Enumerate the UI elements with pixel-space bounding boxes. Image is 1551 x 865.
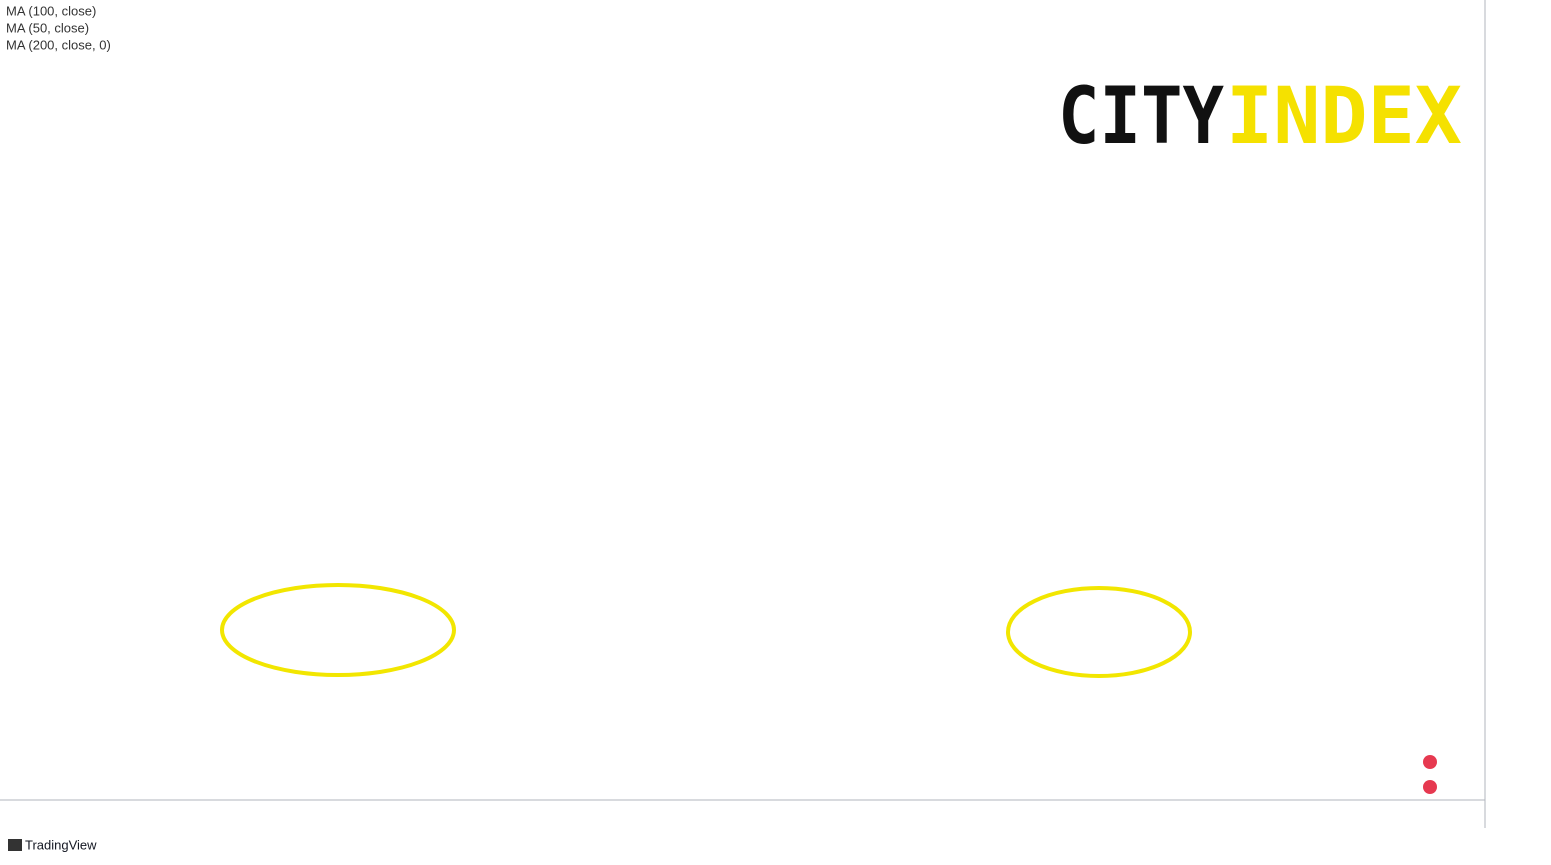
- highlight-ellipse: [220, 583, 456, 677]
- legend-entry: MA (200, close, 0): [6, 37, 111, 52]
- attribution: TradingView: [25, 837, 97, 852]
- flag-icon: [1423, 780, 1437, 794]
- highlight-ellipse: [1006, 586, 1192, 678]
- logo-city: CITY: [1058, 72, 1224, 162]
- legend-entry: MA (100, close): [6, 3, 96, 18]
- legend-entry: MA (50, close): [6, 20, 89, 35]
- tradingview-icon: [8, 839, 22, 851]
- logo-index: INDEX: [1226, 72, 1462, 162]
- flag-icon: [1423, 755, 1437, 769]
